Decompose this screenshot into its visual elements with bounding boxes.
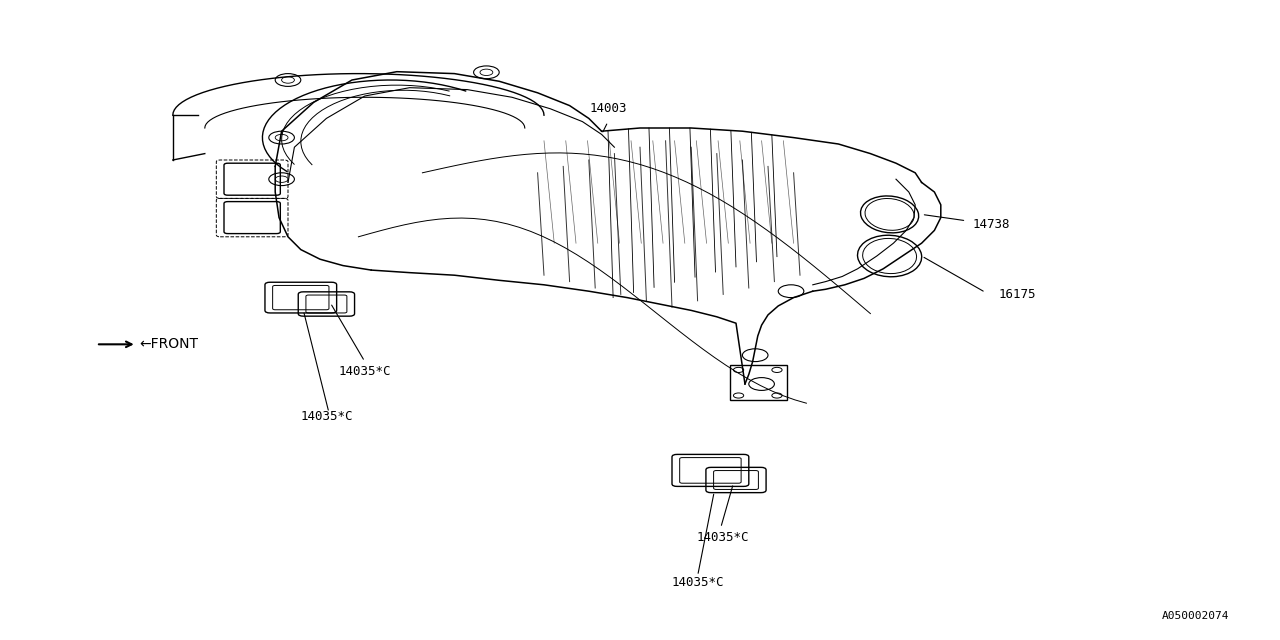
- Text: 14035*C: 14035*C: [338, 365, 392, 378]
- Text: 14035*C: 14035*C: [671, 576, 724, 589]
- Text: 14738: 14738: [973, 218, 1010, 230]
- Text: A050002074: A050002074: [1161, 611, 1229, 621]
- Bar: [730, 365, 787, 400]
- Text: 16175: 16175: [998, 288, 1036, 301]
- Text: 14003: 14003: [589, 102, 627, 115]
- Text: ←FRONT: ←FRONT: [99, 337, 198, 351]
- Text: 14035*C: 14035*C: [696, 531, 750, 544]
- Text: 14035*C: 14035*C: [300, 410, 353, 422]
